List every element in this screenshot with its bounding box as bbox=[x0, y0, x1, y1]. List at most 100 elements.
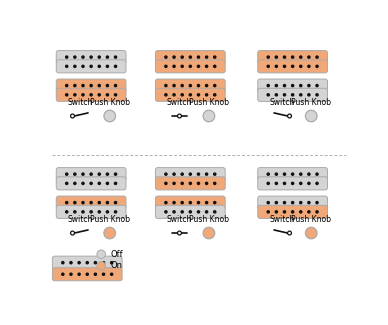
Circle shape bbox=[206, 211, 208, 213]
Circle shape bbox=[90, 94, 92, 96]
Circle shape bbox=[275, 173, 277, 175]
Circle shape bbox=[197, 182, 199, 185]
Circle shape bbox=[181, 65, 183, 67]
Circle shape bbox=[300, 211, 302, 213]
Circle shape bbox=[300, 94, 302, 96]
FancyBboxPatch shape bbox=[56, 60, 126, 73]
Circle shape bbox=[70, 262, 72, 264]
Text: Push Knob: Push Knob bbox=[90, 98, 130, 107]
Circle shape bbox=[74, 173, 76, 175]
Circle shape bbox=[173, 65, 175, 67]
Circle shape bbox=[214, 84, 216, 87]
Circle shape bbox=[97, 262, 106, 270]
Circle shape bbox=[316, 65, 318, 67]
Circle shape bbox=[189, 56, 191, 58]
Circle shape bbox=[165, 65, 167, 67]
FancyBboxPatch shape bbox=[156, 51, 225, 64]
Circle shape bbox=[283, 56, 286, 58]
Circle shape bbox=[308, 56, 310, 58]
Circle shape bbox=[283, 94, 286, 96]
Circle shape bbox=[267, 173, 269, 175]
Circle shape bbox=[214, 202, 216, 204]
Circle shape bbox=[275, 211, 277, 213]
Circle shape bbox=[181, 182, 183, 185]
Circle shape bbox=[74, 202, 76, 204]
Circle shape bbox=[114, 202, 117, 204]
Circle shape bbox=[197, 65, 199, 67]
Circle shape bbox=[189, 84, 191, 87]
Circle shape bbox=[275, 84, 277, 87]
Circle shape bbox=[291, 94, 294, 96]
Circle shape bbox=[214, 182, 216, 185]
Circle shape bbox=[197, 211, 199, 213]
Circle shape bbox=[291, 84, 294, 87]
Circle shape bbox=[308, 94, 310, 96]
FancyBboxPatch shape bbox=[258, 196, 327, 209]
Circle shape bbox=[74, 56, 76, 58]
Circle shape bbox=[165, 182, 167, 185]
Text: Switch: Switch bbox=[68, 215, 93, 224]
Circle shape bbox=[98, 56, 100, 58]
Circle shape bbox=[181, 202, 183, 204]
Circle shape bbox=[106, 84, 109, 87]
Circle shape bbox=[106, 182, 109, 185]
Circle shape bbox=[308, 84, 310, 87]
Circle shape bbox=[173, 56, 175, 58]
Circle shape bbox=[308, 182, 310, 185]
Circle shape bbox=[316, 173, 318, 175]
Circle shape bbox=[308, 202, 310, 204]
Circle shape bbox=[300, 182, 302, 185]
FancyBboxPatch shape bbox=[258, 51, 327, 64]
Text: Push Knob: Push Knob bbox=[90, 215, 130, 224]
Circle shape bbox=[316, 84, 318, 87]
Circle shape bbox=[305, 227, 317, 239]
Circle shape bbox=[189, 182, 191, 185]
Circle shape bbox=[206, 84, 208, 87]
Circle shape bbox=[189, 202, 191, 204]
Circle shape bbox=[173, 173, 175, 175]
Circle shape bbox=[300, 173, 302, 175]
FancyBboxPatch shape bbox=[52, 268, 122, 281]
Circle shape bbox=[97, 250, 106, 258]
Text: Switch: Switch bbox=[269, 215, 294, 224]
Circle shape bbox=[98, 211, 100, 213]
Circle shape bbox=[90, 182, 92, 185]
Circle shape bbox=[300, 56, 302, 58]
FancyBboxPatch shape bbox=[258, 168, 327, 181]
Circle shape bbox=[189, 65, 191, 67]
Circle shape bbox=[291, 65, 294, 67]
FancyBboxPatch shape bbox=[56, 168, 126, 181]
Circle shape bbox=[165, 84, 167, 87]
FancyBboxPatch shape bbox=[258, 79, 327, 92]
Text: On: On bbox=[111, 261, 123, 270]
Circle shape bbox=[305, 110, 317, 122]
Circle shape bbox=[173, 84, 175, 87]
Circle shape bbox=[98, 84, 100, 87]
Circle shape bbox=[178, 231, 182, 235]
Circle shape bbox=[197, 94, 199, 96]
Circle shape bbox=[66, 173, 68, 175]
Circle shape bbox=[275, 94, 277, 96]
Circle shape bbox=[114, 173, 117, 175]
Circle shape bbox=[275, 65, 277, 67]
Circle shape bbox=[106, 56, 109, 58]
Circle shape bbox=[203, 110, 215, 122]
Circle shape bbox=[165, 56, 167, 58]
FancyBboxPatch shape bbox=[156, 196, 225, 209]
Circle shape bbox=[82, 173, 84, 175]
Circle shape bbox=[316, 182, 318, 185]
Circle shape bbox=[94, 273, 97, 275]
Circle shape bbox=[82, 182, 84, 185]
Circle shape bbox=[98, 182, 100, 185]
Circle shape bbox=[267, 202, 269, 204]
Text: Switch: Switch bbox=[269, 98, 294, 107]
Circle shape bbox=[308, 65, 310, 67]
Circle shape bbox=[74, 94, 76, 96]
Circle shape bbox=[102, 262, 105, 264]
Circle shape bbox=[82, 211, 84, 213]
Circle shape bbox=[291, 56, 294, 58]
Circle shape bbox=[82, 202, 84, 204]
FancyBboxPatch shape bbox=[56, 205, 126, 218]
Circle shape bbox=[98, 65, 100, 67]
Circle shape bbox=[283, 65, 286, 67]
